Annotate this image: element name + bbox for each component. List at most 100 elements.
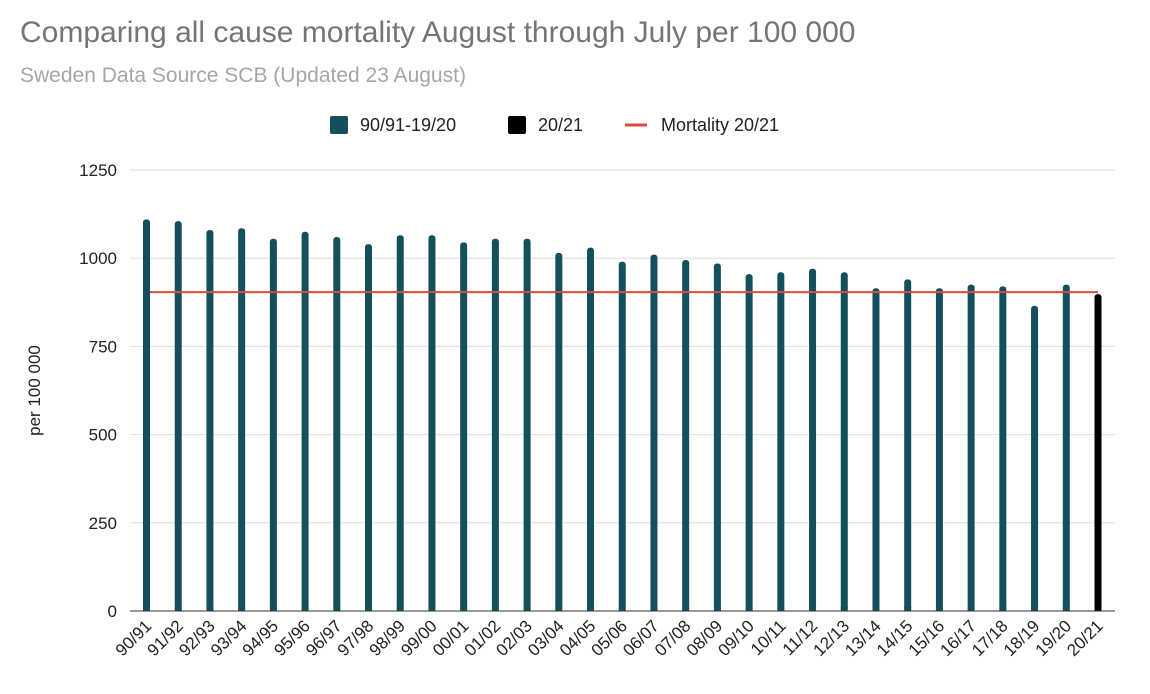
x-tick-label: 16/17: [936, 616, 980, 660]
bar: [682, 259, 690, 611]
x-tick-label: 17/18: [968, 616, 1012, 660]
bar: [840, 272, 848, 611]
x-tick-label: 15/16: [905, 616, 949, 660]
bar-base: [143, 607, 150, 611]
x-tick-label: 20/21: [1063, 616, 1107, 660]
bar-base: [333, 607, 341, 611]
x-tick-label: 00/01: [429, 616, 473, 660]
bar-base: [396, 607, 404, 611]
x-tick-label: 97/98: [334, 616, 378, 660]
bar-base: [872, 607, 880, 611]
x-tick-label: 91/92: [144, 616, 188, 660]
x-tick-label: 10/11: [747, 616, 790, 659]
bar-base: [587, 607, 595, 611]
bar: [143, 219, 150, 611]
bar-base: [935, 607, 943, 611]
bar-base: [365, 607, 373, 611]
bar-base: [745, 607, 753, 611]
bar: [206, 229, 214, 611]
bar: [365, 244, 373, 611]
bar: [999, 286, 1007, 611]
x-tick-label: 09/10: [714, 616, 758, 660]
chart-title: Comparing all cause mortality August thr…: [20, 16, 856, 49]
x-tick-label: 18/19: [1000, 616, 1044, 660]
bar-base: [1031, 607, 1039, 611]
y-tick-label: 500: [89, 426, 117, 445]
bar-base: [650, 607, 658, 611]
bar: [460, 242, 468, 611]
bar-base: [174, 607, 182, 611]
legend-label: 20/21: [538, 115, 583, 135]
bar-base: [904, 607, 912, 611]
bar: [587, 247, 595, 611]
chart-subtitle: Sweden Data Source SCB (Updated 23 Augus…: [20, 64, 466, 87]
bar: [1094, 294, 1102, 611]
bar: [555, 252, 563, 611]
bar-base: [618, 607, 626, 611]
legend-swatch: [508, 116, 526, 134]
x-tick-label: 99/00: [397, 616, 441, 660]
bar-base: [999, 607, 1007, 611]
bar-base: [523, 607, 531, 611]
bar-base: [428, 607, 436, 611]
x-tick-label: 98/99: [366, 616, 410, 660]
bar-base: [777, 607, 785, 611]
bar: [713, 263, 721, 611]
bar: [269, 238, 277, 611]
x-tick-label: 90/91: [112, 616, 156, 660]
x-tick-label: 19/20: [1032, 616, 1076, 660]
x-tick-label: 06/07: [619, 616, 663, 660]
x-tick-label: 93/94: [207, 616, 251, 660]
bar-base: [1094, 607, 1102, 611]
x-tick-label: 05/06: [588, 616, 632, 660]
x-tick-label: 94/95: [239, 616, 283, 660]
bar-base: [301, 607, 309, 611]
x-tick-label: 12/13: [810, 616, 854, 660]
bar: [428, 235, 436, 611]
y-tick-label: 750: [89, 337, 117, 356]
bar: [301, 231, 309, 612]
bar: [333, 237, 341, 612]
x-tick-label: 96/97: [302, 616, 346, 660]
x-tick-label: 02/03: [492, 616, 536, 660]
legend-label: 90/91-19/20: [360, 115, 456, 135]
bar: [809, 268, 817, 611]
bar-base: [460, 607, 468, 611]
bar-base: [269, 607, 277, 611]
bar: [523, 238, 531, 611]
bar-base: [840, 607, 848, 611]
y-tick-label: 250: [89, 514, 117, 533]
bar: [777, 272, 785, 611]
x-tick-label: 03/04: [524, 616, 568, 660]
bar: [1062, 284, 1070, 611]
bar: [618, 261, 626, 611]
bar-base: [555, 607, 563, 611]
bar: [967, 284, 975, 611]
bar-base: [1062, 607, 1070, 611]
bar: [935, 288, 943, 611]
bar-base: [682, 607, 690, 611]
bar: [174, 221, 182, 611]
bar-base: [491, 607, 499, 611]
y-tick-label: 1000: [79, 249, 117, 268]
bar: [238, 228, 246, 611]
x-tick-label: 95/96: [270, 616, 314, 660]
bar-base: [713, 607, 721, 611]
y-tick-label: 0: [108, 602, 117, 621]
bar: [1031, 305, 1039, 611]
y-tick-label: 1250: [79, 161, 117, 180]
x-tick-label: 08/09: [683, 616, 727, 660]
x-tick-label: 14/15: [873, 616, 917, 660]
x-tick-label: 01/02: [461, 616, 505, 660]
bar-base: [967, 607, 975, 611]
bar: [745, 274, 753, 611]
bar-base: [206, 607, 214, 611]
legend-swatch: [330, 116, 348, 134]
x-tick-label: 13/14: [841, 616, 885, 660]
bar: [396, 235, 404, 611]
bar: [904, 279, 912, 611]
y-axis-title: per 100 000: [25, 345, 44, 436]
bar: [650, 254, 658, 611]
bar-base: [238, 607, 246, 611]
